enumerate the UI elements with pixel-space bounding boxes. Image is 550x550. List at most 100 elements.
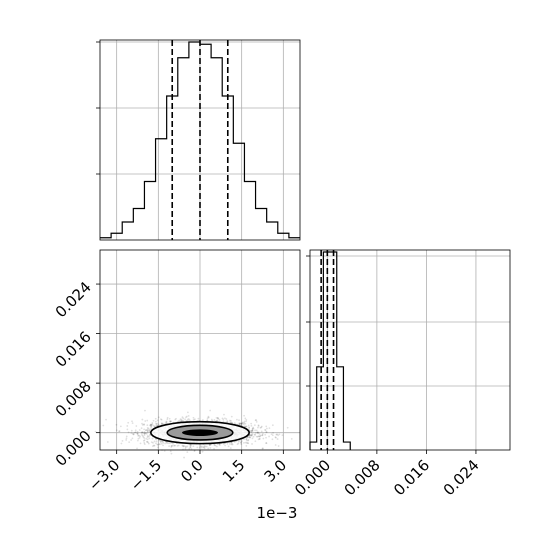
- density-core: [181, 429, 219, 436]
- sample-point: [256, 435, 259, 438]
- sample-point: [137, 437, 140, 440]
- sample-point: [247, 436, 250, 438]
- sample-point: [134, 431, 137, 434]
- sample-point: [192, 418, 195, 421]
- sample-point: [150, 441, 153, 444]
- sample-point: [275, 433, 278, 436]
- sample-point: [194, 418, 196, 421]
- sample-point: [250, 429, 253, 432]
- sample-point: [177, 444, 180, 447]
- quantile-lines: [320, 250, 335, 450]
- sample-point: [131, 422, 134, 425]
- sample-point: [138, 436, 141, 439]
- sample-point: [141, 418, 144, 421]
- joint-density-panel: −3.0 −1.5 0.0 1.5 3.0 0.000 0.008 0.016 0.024 1…: [52, 249, 301, 522]
- sample-point: [240, 422, 243, 425]
- sample-point: [169, 450, 172, 453]
- sample-point: [251, 428, 254, 430]
- sample-point: [143, 423, 145, 426]
- sample-point: [216, 443, 219, 446]
- sample-point: [248, 427, 251, 429]
- sample-point: [126, 425, 129, 427]
- sample-point: [157, 446, 159, 449]
- sample-point: [240, 422, 243, 425]
- sample-point: [136, 433, 139, 435]
- sample-point: [258, 437, 261, 440]
- sample-point: [143, 443, 146, 446]
- sample-point: [144, 409, 146, 412]
- sample-point: [153, 425, 156, 428]
- sample-point: [226, 442, 229, 445]
- sample-point: [225, 418, 228, 420]
- sample-point: [245, 420, 247, 423]
- sample-point: [132, 433, 135, 436]
- sample-point: [203, 447, 206, 450]
- sample-point: [143, 431, 146, 433]
- sample-point: [236, 443, 239, 446]
- sample-point: [173, 444, 176, 447]
- sample-point: [121, 440, 124, 442]
- sample-point: [171, 445, 173, 447]
- sample-point: [151, 437, 154, 440]
- sample-point: [224, 444, 226, 447]
- sample-point: [145, 432, 148, 435]
- sample-point: [146, 441, 149, 443]
- sample-point: [241, 422, 243, 425]
- sample-point: [145, 429, 148, 431]
- sample-point: [143, 439, 146, 442]
- sample-point: [136, 439, 139, 442]
- sample-point: [230, 443, 233, 446]
- sample-point: [142, 439, 145, 442]
- sample-point: [200, 446, 203, 449]
- sample-point: [172, 444, 175, 447]
- sample-point: [251, 434, 253, 437]
- sample-point: [247, 439, 250, 441]
- sample-point: [277, 445, 280, 447]
- sample-point: [261, 434, 264, 437]
- sample-point: [187, 418, 190, 420]
- sample-point: [241, 421, 244, 424]
- sample-point: [179, 418, 182, 421]
- sample-point: [146, 427, 149, 429]
- y-axis: 0.000 0.008 0.016 0.024: [52, 278, 100, 470]
- contour-line: [166, 424, 234, 441]
- sample-point: [251, 429, 254, 432]
- sample-point: [143, 441, 146, 444]
- sample-point: [276, 433, 278, 436]
- sample-point: [141, 431, 144, 434]
- sample-point: [146, 424, 149, 427]
- sample-point: [247, 442, 250, 445]
- sample-point: [228, 419, 231, 422]
- sample-point: [149, 423, 152, 426]
- sample-point: [182, 444, 184, 447]
- sample-point: [202, 446, 205, 448]
- sample-point: [115, 429, 118, 432]
- sample-point: [143, 423, 145, 426]
- sample-point: [156, 422, 159, 425]
- sample-point: [166, 416, 169, 419]
- sample-point: [149, 434, 151, 436]
- sample-point: [184, 445, 187, 448]
- sample-point: [145, 432, 147, 434]
- sample-point: [143, 432, 146, 435]
- sample-point: [250, 431, 253, 434]
- sample-point: [102, 424, 105, 427]
- sample-point: [265, 431, 268, 434]
- sample-point: [243, 422, 246, 424]
- grid: [100, 250, 300, 450]
- sample-point: [257, 426, 259, 429]
- sample-point: [233, 441, 236, 443]
- sample-point: [203, 445, 206, 447]
- sample-point: [250, 434, 253, 437]
- sample-point: [142, 436, 145, 438]
- sample-point: [227, 445, 230, 448]
- sample-point: [186, 451, 189, 454]
- sample-point: [173, 444, 176, 447]
- density-contours: [150, 420, 250, 445]
- sample-point: [238, 423, 241, 426]
- y-ticks: [96, 41, 100, 175]
- sample-point: [160, 418, 162, 421]
- sample-point: [152, 424, 155, 427]
- sample-point: [192, 445, 195, 448]
- sample-point: [261, 447, 264, 450]
